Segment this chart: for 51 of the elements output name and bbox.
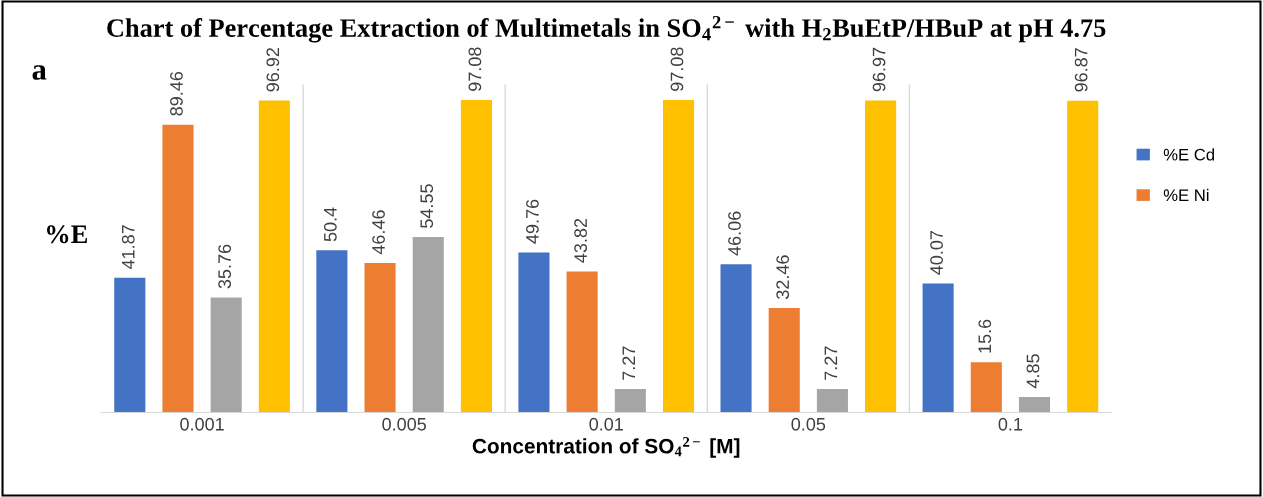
data-label: 46.46 xyxy=(372,210,385,255)
bar xyxy=(364,263,396,413)
x-tick-label: 0.005 xyxy=(382,417,426,431)
data-label: 43.82 xyxy=(574,218,587,263)
bar xyxy=(316,250,348,413)
bar xyxy=(162,124,194,413)
bar xyxy=(922,283,954,413)
data-label: 50.4 xyxy=(323,207,337,242)
bar xyxy=(210,297,242,413)
data-label: 7.27 xyxy=(622,346,635,380)
legend-label: %E Cd xyxy=(1163,148,1215,161)
x-tick-label: 0.1 xyxy=(998,417,1023,431)
data-label: 89.46 xyxy=(170,71,183,116)
data-label: 54.55 xyxy=(420,184,434,228)
legend-label: %E Ni xyxy=(1163,188,1209,202)
data-label: 7.27 xyxy=(824,346,838,380)
data-label: 4.85 xyxy=(1026,354,1040,389)
data-label: 96.97 xyxy=(872,47,886,92)
bar xyxy=(460,100,492,413)
data-label: 49.76 xyxy=(526,199,539,244)
data-label: 96.92 xyxy=(266,48,280,92)
bar xyxy=(1067,100,1099,413)
chart-title: Chart of Percentage Extraction of Multimetals in SO$_{4}$$^{2−}$ with H$_{2}$BuEtP/HBuP at pH 4.75 xyxy=(107,15,1106,43)
bar xyxy=(865,100,897,413)
text: a xyxy=(32,65,47,80)
bar xyxy=(662,100,695,413)
x-tick-label: 0.001 xyxy=(180,417,224,431)
data-label: 41.87 xyxy=(121,225,135,270)
data-label: 40.07 xyxy=(930,230,943,275)
bar xyxy=(970,362,1002,413)
bar xyxy=(720,264,752,413)
bar xyxy=(412,236,444,413)
bar xyxy=(614,389,646,413)
data-label: 46.06 xyxy=(728,211,741,256)
bar xyxy=(518,252,550,413)
data-label: 96.87 xyxy=(1074,48,1088,92)
data-label: 15.6 xyxy=(978,319,992,353)
x-tick-label: 0.01 xyxy=(589,417,623,431)
bar xyxy=(1018,396,1051,413)
bar xyxy=(768,308,800,413)
x-axis-title: Concentration of SO$_{4}$$^{2−}$ [M] xyxy=(472,436,740,458)
data-label: 32.46 xyxy=(776,255,790,300)
bar xyxy=(566,271,598,413)
x-tick-label: 0.05 xyxy=(791,417,826,431)
data-label: 97.08 xyxy=(670,47,684,91)
bar xyxy=(816,389,848,413)
y-axis-title: %E xyxy=(47,225,87,244)
bar xyxy=(258,100,290,413)
data-label: 35.76 xyxy=(218,244,232,289)
bar xyxy=(114,277,146,413)
data-label: 97.08 xyxy=(468,47,482,91)
